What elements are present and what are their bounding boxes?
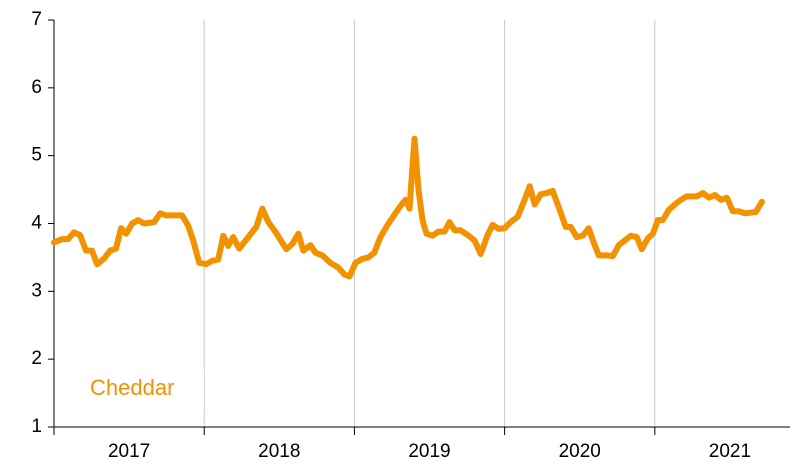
- x-tick-label: 2021: [709, 441, 751, 462]
- y-tick-label: 3: [31, 280, 42, 301]
- legend-background: [84, 370, 204, 410]
- x-tick-label: 2017: [108, 441, 150, 462]
- legend-label: Cheddar: [90, 375, 174, 400]
- x-tick-label: 2018: [258, 441, 300, 462]
- y-tick-label: 2: [31, 348, 42, 369]
- y-tick-label: 4: [31, 213, 42, 234]
- x-tick-label: 2020: [559, 441, 601, 462]
- line-series: [51, 135, 765, 280]
- y-tick-label: 5: [31, 145, 42, 166]
- y-tick-label: 7: [31, 9, 42, 30]
- x-tick-label: 2019: [408, 441, 450, 462]
- y-tick-label: 6: [31, 77, 42, 98]
- y-tick-label: 1: [31, 416, 42, 437]
